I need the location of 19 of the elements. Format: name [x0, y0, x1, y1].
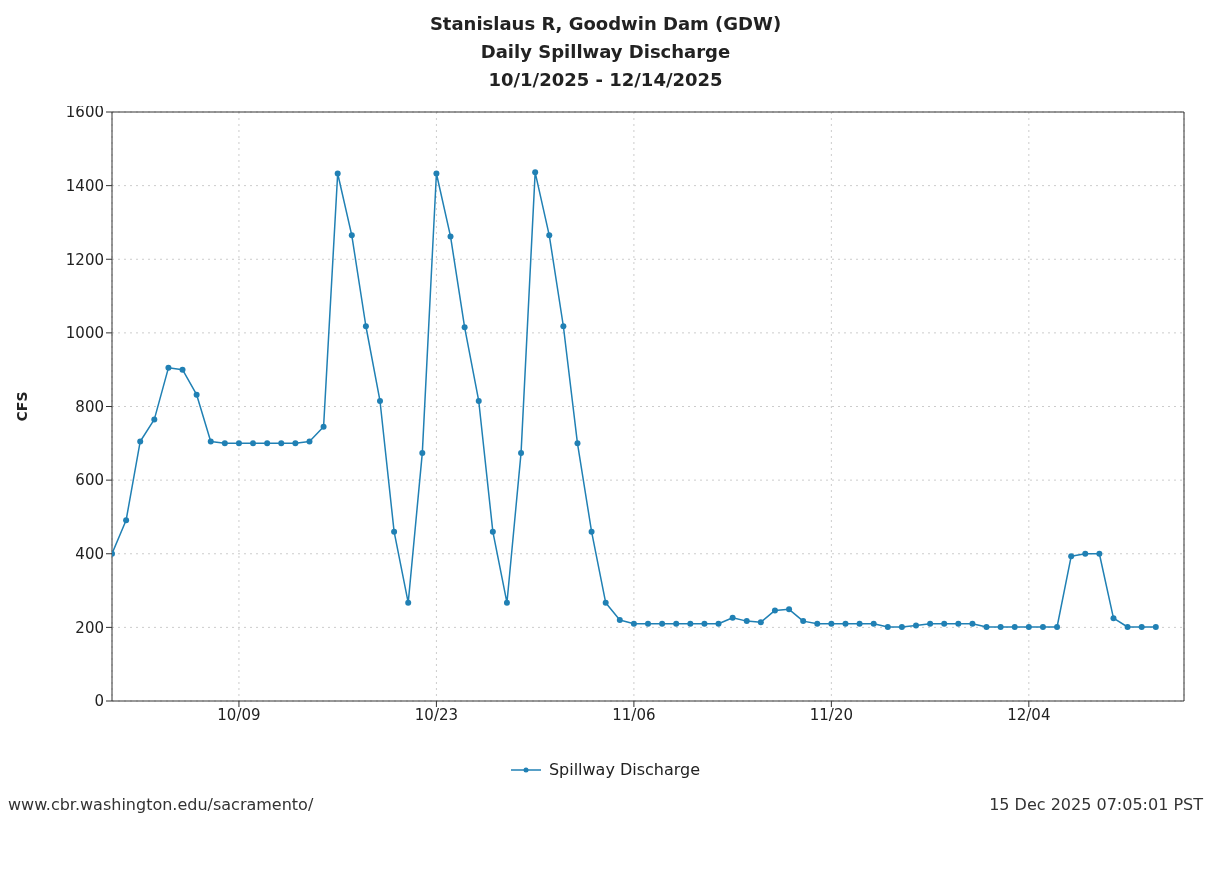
y-tick-label: 0 — [94, 692, 104, 711]
y-tick-label: 1000 — [65, 324, 104, 343]
legend-label: Spillway Discharge — [547, 760, 701, 779]
y-tick-label: 1400 — [65, 176, 104, 195]
y-axis-title: CFS — [13, 391, 30, 422]
y-tick-label: 600 — [75, 471, 104, 490]
chart-title: Stanislaus R, Goodwin Dam (GDW) Daily Spillway Discharge 10/1/2025 - 12/14/2025 — [428, 12, 783, 92]
y-tick-label: 1200 — [65, 250, 104, 269]
x-tick-label: 10/09 — [217, 705, 261, 724]
y-tick-label: 800 — [75, 397, 104, 416]
y-tick-label: 1600 — [65, 103, 104, 122]
x-tick-label: 11/06 — [612, 705, 656, 724]
y-tick-label: 200 — [75, 618, 104, 637]
text: 15 Dec 2025 07:05:01 PST — [989, 795, 1203, 814]
text: www.cbr.washington.edu/sacramento/ — [8, 795, 314, 814]
x-tick-label: 10/23 — [414, 705, 459, 724]
y-tick-label: 400 — [75, 545, 104, 564]
x-tick-label: 12/04 — [1007, 705, 1051, 724]
x-tick-label: 11/20 — [809, 705, 853, 724]
